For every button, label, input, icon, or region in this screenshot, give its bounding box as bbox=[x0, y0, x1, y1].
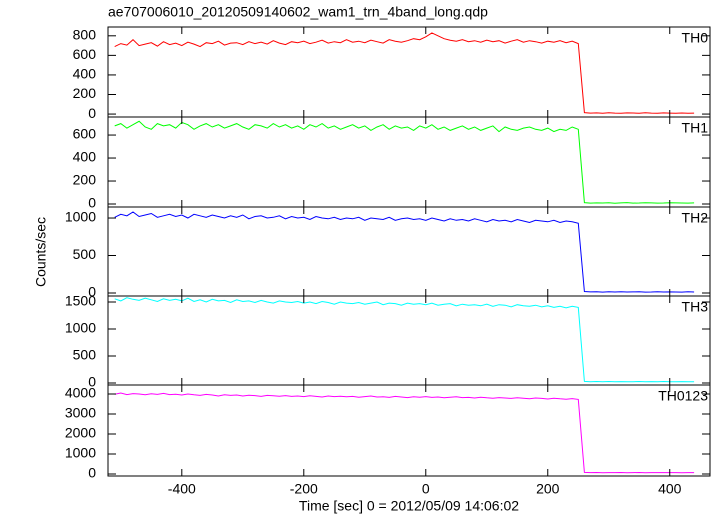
panel-frame bbox=[107, 384, 711, 477]
y-tick-label: 1000 bbox=[65, 320, 96, 336]
data-line bbox=[114, 297, 695, 383]
y-tick-label: 1000 bbox=[65, 209, 96, 225]
y-tick-label: 800 bbox=[73, 27, 97, 43]
x-tick-label: 200 bbox=[536, 481, 560, 497]
series-label: TH2 bbox=[682, 210, 709, 226]
y-tick-label: 600 bbox=[73, 126, 97, 142]
y-tick-label: 0 bbox=[88, 105, 96, 121]
y-tick-label: 0 bbox=[88, 465, 96, 481]
data-line bbox=[114, 32, 695, 114]
y-tick-label: 3000 bbox=[65, 405, 96, 421]
y-tick-label: 0 bbox=[88, 195, 96, 211]
y-tick-label: 1500 bbox=[65, 293, 96, 309]
x-axis-label: Time [sec] 0 = 2012/05/09 14:06:02 bbox=[299, 498, 519, 514]
data-line bbox=[114, 211, 695, 293]
series-label: TH0 bbox=[682, 30, 709, 46]
y-tick-label: 500 bbox=[73, 347, 97, 363]
data-line bbox=[114, 392, 695, 474]
x-tick-label: -200 bbox=[290, 481, 318, 497]
panel-frame bbox=[107, 295, 711, 386]
x-tick-label: 0 bbox=[422, 481, 430, 497]
y-tick-label: 600 bbox=[73, 46, 97, 62]
y-tick-label: 200 bbox=[73, 85, 97, 101]
y-tick-label: 200 bbox=[73, 172, 97, 188]
x-tick-label: -400 bbox=[168, 481, 196, 497]
y-tick-label: 500 bbox=[73, 246, 97, 262]
y-tick-label: 2000 bbox=[65, 425, 96, 441]
y-tick-label: 4000 bbox=[65, 385, 96, 401]
y-tick-label: 0 bbox=[88, 374, 96, 390]
chart-title: ae707006010_20120509140602_wam1_trn_4ban… bbox=[108, 4, 488, 20]
y-axis-label: Counts/sec bbox=[33, 217, 49, 287]
series-label: TH0123 bbox=[658, 388, 708, 404]
series-label: TH3 bbox=[682, 299, 709, 315]
data-line bbox=[114, 120, 695, 204]
y-tick-label: 1000 bbox=[65, 445, 96, 461]
y-tick-label: 400 bbox=[73, 149, 97, 165]
panel-frame bbox=[107, 116, 711, 208]
x-tick-label: 400 bbox=[658, 481, 682, 497]
y-tick-label: 400 bbox=[73, 66, 97, 82]
series-label: TH1 bbox=[682, 120, 709, 136]
y-tick-label: 0 bbox=[88, 284, 96, 300]
panel-frame bbox=[107, 206, 711, 297]
